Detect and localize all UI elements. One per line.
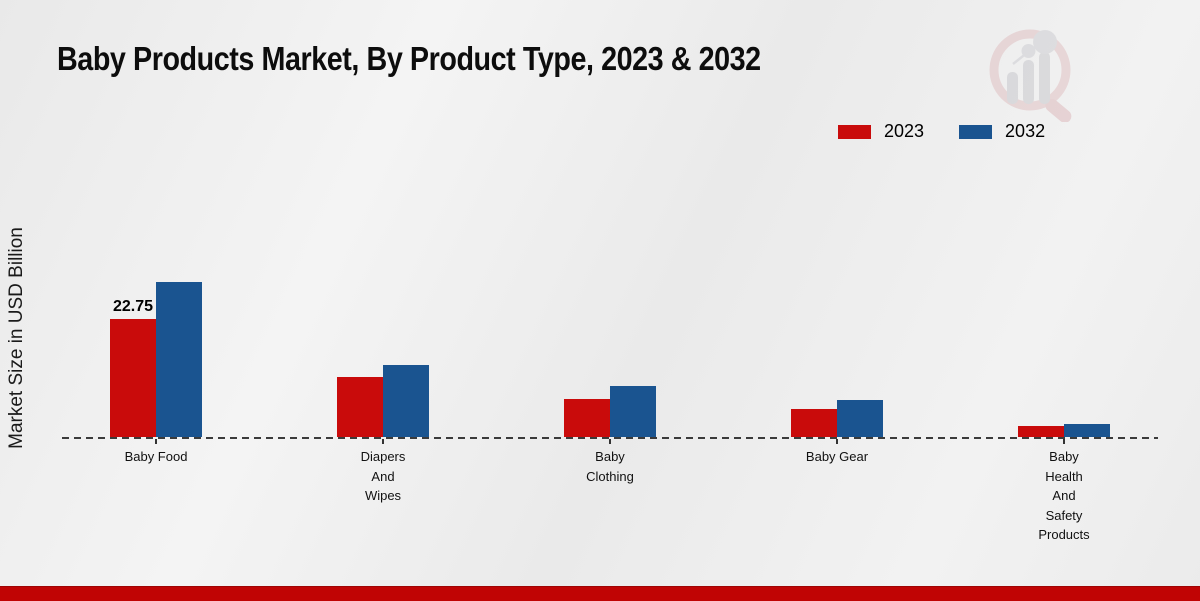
x-axis-tick <box>382 439 384 444</box>
category-label-baby-food: Baby Food <box>124 449 188 464</box>
bar-2023-baby-food <box>110 319 156 437</box>
legend-label-2032: 2032 <box>1005 121 1046 141</box>
legend-label-2023: 2023 <box>884 121 925 141</box>
bar-2023-baby-health-and-safety-products <box>1018 426 1064 437</box>
x-axis-tick <box>609 439 611 444</box>
category-label-baby-health-and-safety-products: Baby Health And Safety Products <box>1038 449 1090 542</box>
x-axis-tick <box>1063 439 1065 444</box>
category-label-baby-clothing: Baby Clothing <box>586 449 634 484</box>
legend-swatch-2032 <box>959 124 993 139</box>
x-axis-baseline <box>62 437 1158 439</box>
x-axis-tick <box>155 439 157 444</box>
chart-title: Baby Products Market, By Product Type, 2… <box>57 40 761 77</box>
legend: 2023 2032 <box>838 121 1045 142</box>
footer-strip <box>0 586 1200 601</box>
legend-item-2023: 2023 <box>838 121 924 142</box>
bar-2032-baby-health-and-safety-products <box>1064 424 1110 437</box>
bar-2032-baby-food <box>156 282 202 437</box>
legend-item-2032: 2032 <box>959 121 1045 142</box>
bar-2023-baby-gear <box>791 409 837 437</box>
category-label-diapers-and-wipes: Diapers And Wipes <box>360 449 406 503</box>
bar-2032-baby-clothing <box>610 386 656 437</box>
bar-value-label-2023: 22.75 <box>112 298 154 315</box>
legend-swatch-2023 <box>838 124 871 139</box>
bar-2032-baby-gear <box>837 400 883 437</box>
bar-2023-diapers-and-wipes <box>337 377 383 437</box>
category-label-baby-gear: Baby Gear <box>805 449 869 464</box>
x-axis-tick <box>836 439 838 444</box>
bar-2032-diapers-and-wipes <box>383 365 429 437</box>
bar-2023-baby-clothing <box>564 399 610 437</box>
magnifier-bar-chart-logo-icon <box>989 29 1072 122</box>
